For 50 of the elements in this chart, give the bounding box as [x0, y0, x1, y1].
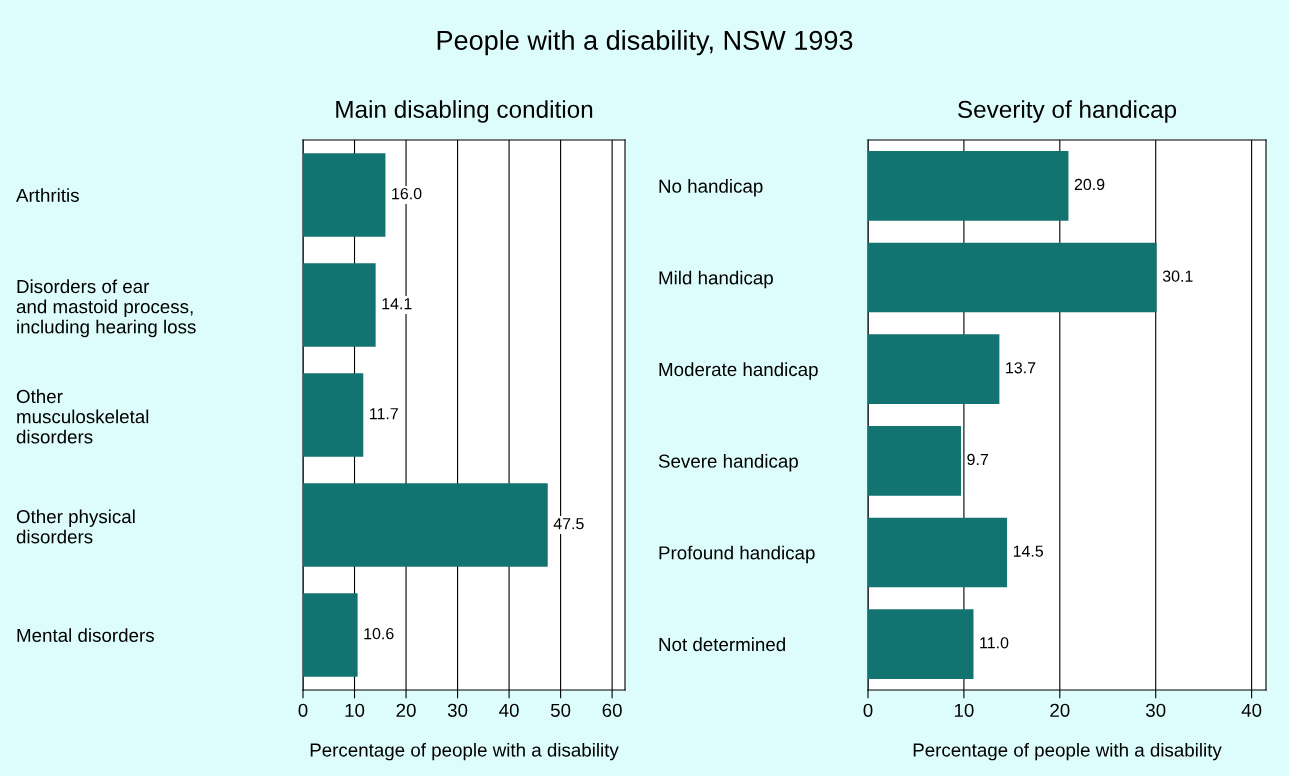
bar	[303, 153, 386, 237]
x-axis-title: Percentage of people with a disability	[913, 742, 1222, 761]
x-tick-label: 50	[550, 703, 571, 717]
data-label: 16.0	[392, 187, 422, 200]
bar	[868, 151, 1069, 221]
x-axis-title: Percentage of people with a disability	[310, 742, 619, 761]
y-tick-label: Not determined	[659, 637, 785, 652]
data-label: 47.5	[553, 518, 584, 530]
x-tick-label: 0	[863, 703, 873, 717]
chart-title: Severity of handicap	[958, 100, 1177, 123]
y-tick-label: Mental disorders	[17, 628, 154, 642]
x-tick-label: 20	[396, 703, 416, 717]
y-tick-label: Other musculoskeletal disorders	[16, 389, 149, 444]
data-label: 11.7	[370, 408, 398, 420]
data-label: 14.1	[382, 298, 412, 310]
bar	[303, 593, 358, 677]
y-tick-label: Other physical disorders	[16, 509, 135, 544]
data-label: 13.7	[1006, 362, 1036, 374]
data-label: 20.9	[1074, 178, 1105, 191]
x-tick-label: 60	[602, 703, 622, 717]
bar	[303, 373, 364, 457]
x-tick-label: 20	[1050, 703, 1070, 717]
bar	[868, 426, 962, 496]
y-tick-label: Disorders of ear and mastoid process, including hearing loss	[16, 279, 196, 338]
data-label: 11.0	[980, 637, 1009, 649]
x-tick-label: 0	[298, 703, 308, 717]
x-tick-label: 40	[499, 703, 519, 717]
data-label: 30.1	[1162, 270, 1193, 282]
y-tick-label: Mild handicap	[659, 270, 773, 289]
data-label: 9.7	[967, 453, 988, 466]
data-label: 10.6	[364, 627, 394, 640]
x-tick-label: 10	[345, 703, 365, 717]
x-tick-label: 40	[1241, 703, 1262, 717]
bar	[303, 483, 548, 567]
bar	[868, 609, 974, 679]
y-tick-label: Severe handicap	[658, 454, 798, 472]
text: People with a disability, NSW 1993	[437, 30, 853, 56]
x-tick-label: 10	[954, 703, 974, 717]
y-tick-label: No handicap	[659, 179, 763, 197]
bar	[868, 517, 1008, 588]
y-tick-label: Arthritis	[16, 188, 79, 202]
y-tick-label: Profound handicap	[659, 545, 815, 564]
data-label: 14.5	[1013, 545, 1044, 557]
bar	[303, 263, 376, 347]
y-tick-label: Moderate handicap	[659, 362, 818, 380]
bar	[868, 242, 1157, 313]
x-tick-label: 30	[447, 703, 468, 717]
bar	[868, 334, 1000, 404]
chart-title: Main disabling condition	[336, 100, 593, 123]
x-tick-label: 30	[1146, 703, 1166, 717]
